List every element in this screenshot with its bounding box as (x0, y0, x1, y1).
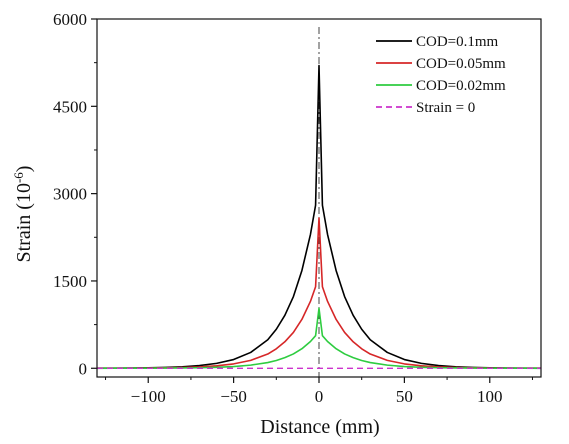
y-tick-label: 4500 (53, 97, 87, 116)
y-tick-label: 0 (79, 359, 88, 378)
legend: COD=0.1mm COD=0.05mm COD=0.02mm Strain = 0 (376, 34, 506, 116)
x-tick-label: 50 (396, 387, 413, 406)
series-line-0 (96, 64, 542, 370)
y-tick-label: 3000 (53, 185, 87, 204)
y-axis-title-close: ) (13, 166, 35, 173)
y-tick-label: 1500 (53, 272, 87, 291)
series-layer (96, 64, 542, 370)
y-axis-title-exponent: -6 (11, 172, 26, 183)
legend-label-2: COD=0.02mm (416, 78, 506, 94)
axes-layer: −100 −50 0 50 100 0 1500 3000 4500 6000 (53, 10, 542, 406)
x-tick-label: −100 (131, 387, 166, 406)
y-tick-label: 6000 (53, 10, 87, 29)
series-line-2 (96, 307, 542, 370)
y-axis-title-base: Strain (10 (13, 183, 35, 262)
y-axis-title: Strain (10-6) (11, 166, 35, 263)
x-tick-label: −50 (220, 387, 247, 406)
legend-label-1: COD=0.05mm (416, 56, 506, 72)
x-tick-label: 100 (477, 387, 503, 406)
legend-label-3: Strain = 0 (416, 100, 475, 116)
legend-label-0: COD=0.1mm (416, 34, 499, 50)
x-tick-label: 0 (315, 387, 324, 406)
x-axis-title: Distance (mm) (260, 416, 379, 438)
